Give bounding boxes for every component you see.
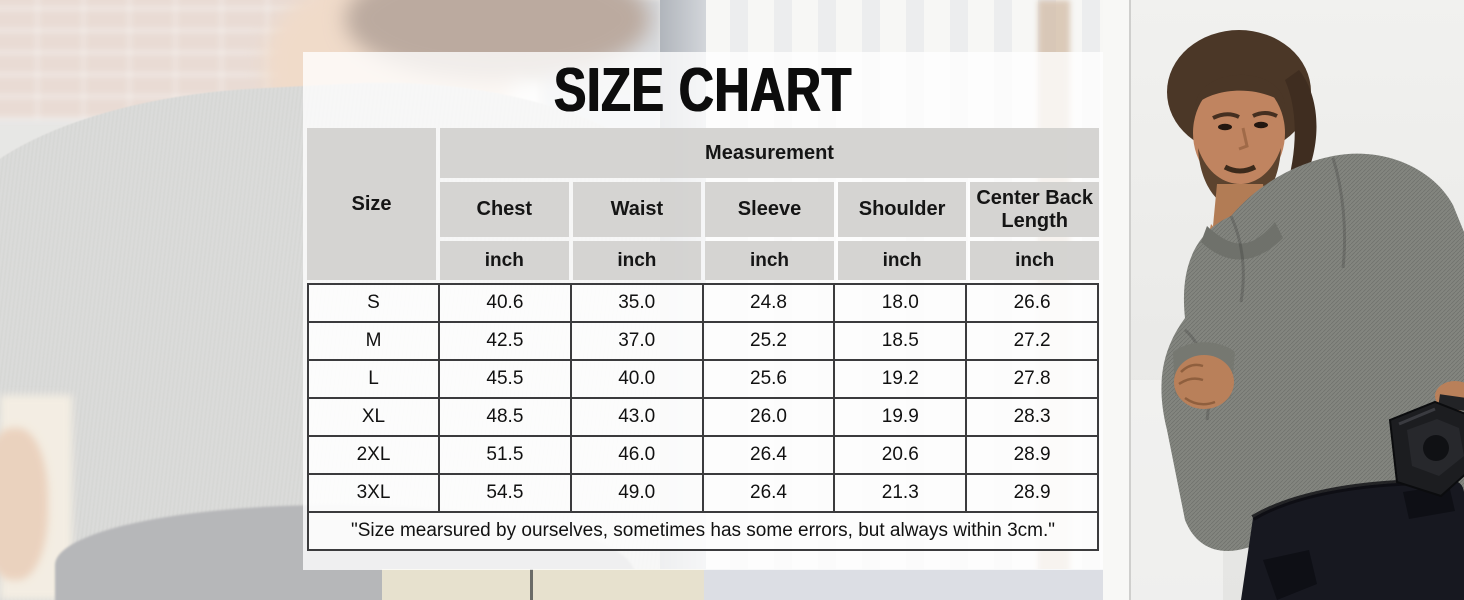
value-cell: 19.2 [833, 359, 968, 399]
value-cell: 45.5 [438, 359, 572, 399]
column-header-chest: Chest [440, 182, 569, 237]
value-cell: 19.9 [833, 397, 968, 437]
value-cell: 26.0 [701, 397, 836, 437]
value-cell: 48.5 [438, 397, 572, 437]
value-cell: 18.5 [833, 321, 968, 361]
size-chart-table: S 40.6 35.0 24.8 18.0 26.6 M 42.5 37.0 2… [307, 283, 1099, 551]
value-cell: 46.0 [569, 435, 704, 475]
value-cell: 26.4 [701, 473, 836, 513]
note-text: "Size mearsured by ourselves, sometimes … [307, 511, 1099, 551]
value-cell: 54.5 [438, 473, 572, 513]
value-cell: 28.3 [965, 397, 1099, 437]
grey-floor [704, 569, 1103, 600]
table-row: 3XL 54.5 49.0 26.4 21.3 28.9 [307, 473, 1099, 513]
column-header-sleeve: Sleeve [705, 182, 834, 237]
size-cell: 3XL [307, 473, 440, 513]
unit-label: inch [440, 241, 569, 280]
size-chart-title: SIZE CHART [554, 55, 852, 125]
size-cell: S [307, 283, 440, 323]
unit-label: inch [837, 241, 967, 280]
value-cell: 42.5 [438, 321, 572, 361]
note-row: "Size mearsured by ourselves, sometimes … [307, 511, 1099, 551]
size-cell: L [307, 359, 440, 399]
right-photo-model-dumbbell [1103, 0, 1464, 600]
value-cell: 26.4 [701, 435, 836, 475]
table-row: L 45.5 40.0 25.6 19.2 27.8 [307, 359, 1099, 399]
unit-label: inch [572, 241, 702, 280]
table-row: S 40.6 35.0 24.8 18.0 26.6 [307, 283, 1099, 323]
value-cell: 20.6 [833, 435, 968, 475]
value-cell: 35.0 [569, 283, 704, 323]
table-row: M 42.5 37.0 25.2 18.5 27.2 [307, 321, 1099, 361]
size-cell: XL [307, 397, 440, 437]
group-header-measurement: Measurement [440, 128, 1099, 178]
unit-label: inch [705, 241, 834, 280]
table-row: XL 48.5 43.0 26.0 19.9 28.3 [307, 397, 1099, 437]
model-illustration [1103, 0, 1464, 600]
value-cell: 40.0 [569, 359, 704, 399]
value-cell: 40.6 [438, 283, 572, 323]
column-header-waist: Waist [572, 182, 702, 237]
value-cell: 27.8 [965, 359, 1099, 399]
page-title: SIZE CHART [303, 52, 1103, 128]
beige-floor [382, 569, 704, 600]
value-cell: 28.9 [965, 435, 1099, 475]
value-cell: 49.0 [569, 473, 704, 513]
value-cell: 24.8 [701, 283, 836, 323]
column-header-center-back-length: Center Back Length [970, 182, 1099, 237]
value-cell: 37.0 [569, 321, 704, 361]
size-chart-panel: SIZE CHART Size Measurement Chest Waist … [303, 52, 1103, 570]
value-cell: 43.0 [569, 397, 704, 437]
value-cell: 21.3 [833, 473, 968, 513]
value-cell: 25.6 [701, 359, 836, 399]
table-row: 2XL 51.5 46.0 26.4 20.6 28.9 [307, 435, 1099, 475]
floor-seam-line [530, 569, 533, 600]
unit-label: inch [970, 241, 1099, 280]
value-cell: 28.9 [965, 473, 1099, 513]
size-cell: M [307, 321, 440, 361]
value-cell: 18.0 [833, 283, 968, 323]
column-header-shoulder: Shoulder [837, 182, 967, 237]
size-cell: 2XL [307, 435, 440, 475]
column-header-size: Size [307, 128, 436, 280]
model-hand [0, 428, 48, 580]
value-cell: 26.6 [965, 283, 1099, 323]
size-chart-header: Size Measurement Chest Waist Sleeve Shou… [307, 128, 1099, 280]
value-cell: 25.2 [701, 321, 836, 361]
value-cell: 51.5 [438, 435, 572, 475]
value-cell: 27.2 [965, 321, 1099, 361]
